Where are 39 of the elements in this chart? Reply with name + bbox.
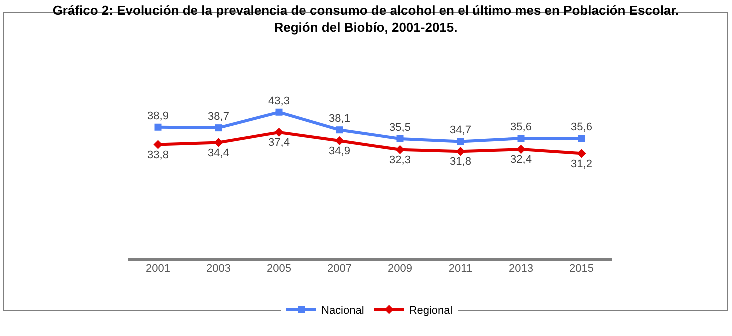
point bbox=[336, 126, 344, 134]
x-tick-label: 2003 bbox=[206, 263, 231, 275]
data-label: 35,6 bbox=[510, 122, 532, 134]
x-tick-label: 2001 bbox=[146, 263, 170, 275]
point bbox=[276, 108, 283, 116]
data-label: 43,3 bbox=[268, 95, 290, 108]
data-label: 31,8 bbox=[450, 156, 472, 168]
x-tick-label: 2005 bbox=[267, 263, 292, 275]
x-tick-label: 2009 bbox=[388, 263, 412, 275]
data-label: 34,9 bbox=[329, 146, 350, 158]
data-label: 38,1 bbox=[329, 112, 350, 125]
legend-label: Nacional bbox=[322, 304, 364, 317]
data-label: 38,7 bbox=[208, 110, 230, 123]
point bbox=[457, 138, 464, 146]
data-label: 35,5 bbox=[390, 122, 411, 134]
point bbox=[578, 135, 586, 142]
point bbox=[396, 135, 404, 142]
x-tick-label: 2015 bbox=[570, 263, 594, 275]
data-label: 31,2 bbox=[571, 158, 592, 170]
x-tick-label: 2011 bbox=[448, 263, 473, 275]
x-tick-label: 2013 bbox=[509, 263, 534, 275]
point bbox=[335, 136, 344, 146]
point bbox=[516, 144, 526, 154]
point bbox=[518, 135, 525, 142]
data-label: 35,6 bbox=[571, 122, 592, 134]
point bbox=[215, 124, 222, 132]
legend-label: Regional bbox=[409, 304, 453, 317]
x-tick-label: 2007 bbox=[328, 263, 352, 275]
data-label: 33,8 bbox=[148, 149, 169, 162]
point bbox=[577, 149, 586, 158]
data-label: 34,4 bbox=[208, 147, 230, 160]
data-label: 37,4 bbox=[268, 137, 290, 150]
data-label: 32,4 bbox=[510, 154, 532, 166]
data-label: 32,3 bbox=[390, 154, 411, 167]
point bbox=[274, 128, 284, 138]
chart-title: Gráfico 2: Evolución de la prevalencia de consumo de alcohol en el último mes en Población Escolar. Región del Biobío, 2001-2015. bbox=[52, 3, 680, 36]
data-label: 38,9 bbox=[148, 110, 169, 122]
point bbox=[154, 124, 162, 131]
data-label: 34,7 bbox=[450, 124, 472, 137]
